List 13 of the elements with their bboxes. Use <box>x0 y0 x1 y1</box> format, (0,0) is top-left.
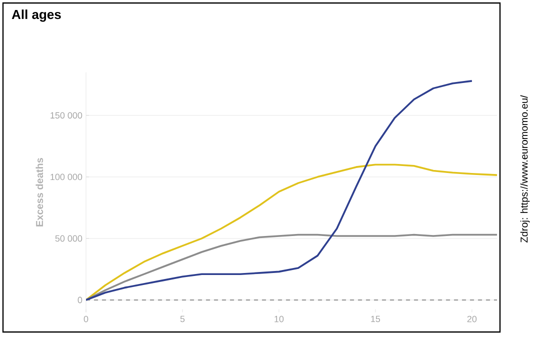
y-tick-label: 150 000 <box>50 112 82 119</box>
line-series <box>86 164 497 301</box>
chart-title: All ages <box>12 10 61 22</box>
x-tick-label: 15 <box>371 316 380 322</box>
y-tick-label: 50 000 <box>55 235 82 242</box>
x-tick-label: 0 <box>84 316 88 322</box>
y-axis-title: Excess deaths <box>36 158 44 226</box>
x-tick-label: 20 <box>467 316 477 322</box>
x-tick-label: 5 <box>180 316 185 322</box>
text: Zdroj: https://www.euromomo.eu/ <box>520 95 530 243</box>
x-tick-label: 10 <box>274 316 284 322</box>
y-tick-label: 0 <box>78 296 82 304</box>
y-tick-label: 100 000 <box>50 174 82 180</box>
